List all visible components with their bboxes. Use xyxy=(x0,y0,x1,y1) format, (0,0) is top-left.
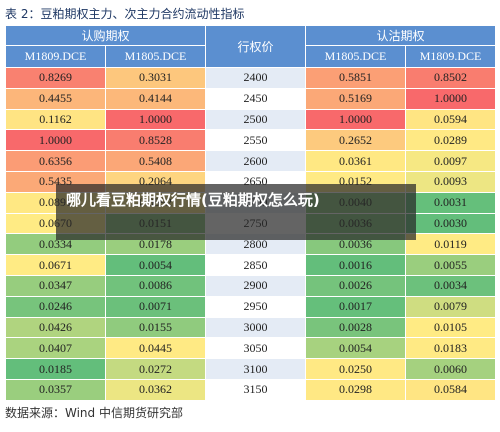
value-cell: 0.5851 xyxy=(305,67,407,89)
table-row: 0.0407 0.0445 3050 0.0054 0.0183 xyxy=(5,337,497,360)
value-cell: 0.4455 xyxy=(5,87,106,110)
strike-cell: 3050 xyxy=(205,337,307,360)
strike-cell: 2600 xyxy=(205,150,307,172)
table-row: 0.6356 0.5408 2600 0.0361 0.0097 xyxy=(5,150,497,172)
value-cell: 0.0105 xyxy=(405,316,497,339)
value-cell: 0.0357 xyxy=(5,378,106,401)
strike-cell: 3000 xyxy=(205,316,307,339)
value-cell: 0.0060 xyxy=(405,358,497,380)
value-cell: 1.0000 xyxy=(305,108,407,131)
value-cell: 1.0000 xyxy=(405,87,497,110)
value-cell: 0.0034 xyxy=(405,274,497,297)
column-header: M1809.DCE xyxy=(405,45,497,68)
value-cell: 0.0298 xyxy=(305,378,407,401)
value-cell: 0.0030 xyxy=(405,212,497,235)
strike-cell: 3150 xyxy=(205,378,307,401)
value-cell: 0.0185 xyxy=(5,358,106,380)
value-cell: 0.4144 xyxy=(104,87,207,110)
value-cell: 0.8502 xyxy=(405,67,497,89)
value-cell: 0.0026 xyxy=(305,274,407,297)
value-cell: 0.1162 xyxy=(5,108,106,131)
value-cell: 0.0584 xyxy=(405,378,497,401)
strike-cell: 2500 xyxy=(205,108,307,131)
column-header: M1805.DCE xyxy=(104,45,207,68)
value-cell: 0.0445 xyxy=(104,337,207,360)
table-row: 0.1162 1.0000 2500 1.0000 0.0594 xyxy=(5,108,497,131)
column-header: M1809.DCE xyxy=(5,45,106,68)
strike-cell: 2550 xyxy=(205,129,307,152)
value-cell: 0.0031 xyxy=(405,191,497,214)
table-row: 0.4455 0.4144 2450 0.5169 1.0000 xyxy=(5,87,497,110)
group-header: 行权价 xyxy=(205,25,307,68)
value-cell: 0.0426 xyxy=(5,316,106,339)
value-cell: 0.0362 xyxy=(104,378,207,401)
table-row: 0.0357 0.0362 3150 0.0298 0.0584 xyxy=(5,378,497,401)
value-cell: 0.0054 xyxy=(305,337,407,360)
value-cell: 0.0407 xyxy=(5,337,106,360)
value-cell: 0.0250 xyxy=(305,358,407,380)
value-cell: 0.0086 xyxy=(104,274,207,297)
footer: 数据来源：Wind 中信期货研究部 xyxy=(5,406,183,420)
table-row: 0.0185 0.0272 3100 0.0250 0.0060 xyxy=(5,358,497,380)
column-header: M1805.DCE xyxy=(305,45,407,68)
table-row: 0.0671 0.0054 2850 0.0016 0.0055 xyxy=(5,254,497,276)
value-cell: 0.0347 xyxy=(5,274,106,297)
overlay-banner: 哪儿看豆粕期权行情(豆粕期权怎么玩) xyxy=(56,184,416,240)
value-cell: 0.2652 xyxy=(305,129,407,152)
value-cell: 0.0119 xyxy=(405,233,497,256)
value-cell: 0.0183 xyxy=(405,337,497,360)
value-cell: 0.0016 xyxy=(305,254,407,276)
value-cell: 0.0028 xyxy=(305,316,407,339)
table-row: 0.0347 0.0086 2900 0.0026 0.0034 xyxy=(5,274,497,297)
table-row: 0.0246 0.0071 2950 0.0017 0.0079 xyxy=(5,295,497,318)
value-cell: 0.5408 xyxy=(104,150,207,172)
title: 表 2：豆粕期权主力、次主力合约流动性指标 xyxy=(5,7,245,21)
group-header: 认购期权 xyxy=(4,25,207,46)
value-cell: 0.6356 xyxy=(5,150,106,172)
value-cell: 0.0361 xyxy=(305,150,407,172)
value-cell: 0.0079 xyxy=(405,295,497,318)
value-cell: 0.0097 xyxy=(405,150,497,172)
value-cell: 0.0017 xyxy=(305,295,407,318)
value-cell: 1.0000 xyxy=(104,108,207,131)
strike-cell: 2450 xyxy=(205,87,307,110)
value-cell: 0.0093 xyxy=(405,170,497,193)
value-cell: 0.8269 xyxy=(5,67,106,89)
value-cell: 0.0594 xyxy=(405,108,497,131)
value-cell: 0.0671 xyxy=(5,254,106,276)
value-cell: 0.0071 xyxy=(104,295,207,318)
value-cell: 0.3031 xyxy=(104,67,207,89)
value-cell: 0.0289 xyxy=(405,129,497,152)
table-row: 0.0426 0.0155 3000 0.0028 0.0105 xyxy=(5,316,497,339)
value-cell: 0.0054 xyxy=(104,254,207,276)
strike-cell: 3100 xyxy=(205,358,307,380)
value-cell: 0.0055 xyxy=(405,254,497,276)
value-cell: 0.0272 xyxy=(104,358,207,380)
strike-cell: 2950 xyxy=(205,295,307,318)
strike-cell: 2400 xyxy=(205,67,307,89)
strike-cell: 2900 xyxy=(205,274,307,297)
group-header: 认沽期权 xyxy=(305,25,497,46)
table-row: 0.8269 0.3031 2400 0.5851 0.8502 xyxy=(5,67,497,89)
table-row: 1.0000 0.8528 2550 0.2652 0.0289 xyxy=(5,129,497,152)
value-cell: 0.8528 xyxy=(104,129,207,152)
value-cell: 1.0000 xyxy=(5,129,106,152)
value-cell: 0.0155 xyxy=(104,316,207,339)
value-cell: 0.5169 xyxy=(305,87,407,110)
strike-cell: 2850 xyxy=(205,254,307,276)
value-cell: 0.0246 xyxy=(5,295,106,318)
